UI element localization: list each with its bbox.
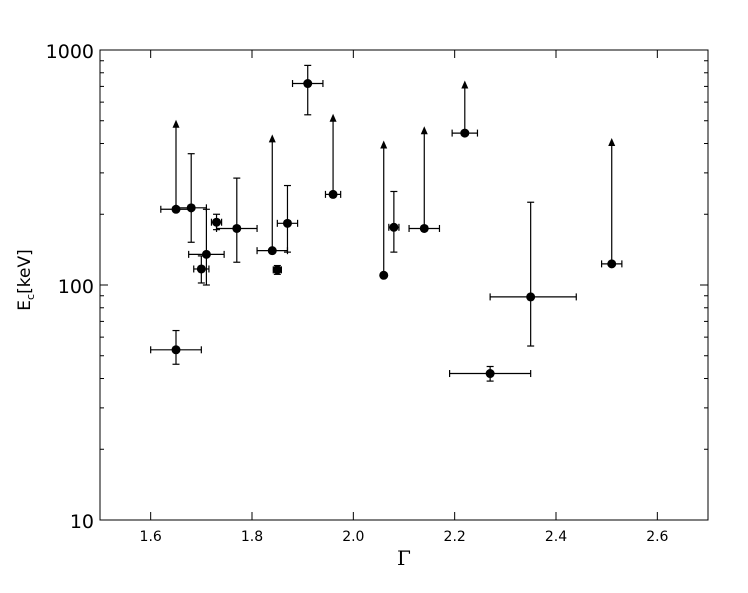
data-point [193, 255, 210, 284]
data-marker [460, 128, 470, 138]
data-point [272, 264, 282, 275]
lower-limit-arrow [461, 80, 469, 89]
data-point [600, 137, 623, 269]
y-axis-title-subscript: c [24, 294, 37, 300]
x-tick-label: 1.8 [241, 529, 263, 545]
x-tick-label: 1.6 [140, 529, 162, 545]
data-marker [186, 203, 196, 213]
data-marker [419, 223, 429, 233]
data-point [451, 80, 479, 138]
data-marker [267, 246, 277, 256]
data-marker [282, 218, 292, 228]
x-tick-labels: 1.6 1.8 2.0 2.2 2.4 2.6 [140, 529, 669, 545]
y-tick-label: 1000 [46, 41, 94, 63]
data-marker [201, 249, 211, 259]
data-marker [272, 265, 282, 275]
minor-ticks [100, 60, 708, 450]
x-tick-label: 2.6 [646, 529, 668, 545]
lower-limit-arrow [608, 137, 616, 146]
data-marker [232, 223, 242, 233]
data-point [449, 365, 532, 382]
x-tick-label: 2.4 [545, 529, 567, 545]
data-point [175, 153, 207, 243]
y-tick-label: 10 [70, 511, 94, 533]
data-marker [526, 292, 536, 302]
data-point [291, 64, 324, 116]
data-marker [607, 259, 617, 269]
major-ticks [100, 49, 708, 521]
data-marker [485, 369, 495, 379]
plot-frame [99, 49, 709, 521]
data-point [276, 184, 299, 253]
data-marker [389, 222, 399, 232]
data-marker [196, 264, 206, 274]
y-axis-title-main: E [15, 300, 35, 311]
data-marker [303, 79, 313, 89]
x-tick-label: 2.0 [342, 529, 364, 545]
y-axis-title: Ec[keV] [15, 249, 37, 310]
data-point [379, 140, 389, 280]
lower-limit-arrow [172, 119, 180, 128]
y-axis-title-unit: [keV] [15, 249, 35, 294]
data-point [408, 126, 441, 233]
lower-limit-arrow [380, 140, 388, 149]
data-marker [171, 345, 181, 355]
lower-limit-arrow [329, 113, 337, 122]
lower-limit-arrow [268, 134, 276, 143]
data-points [150, 64, 623, 382]
data-point [324, 113, 342, 199]
data-point [388, 190, 400, 253]
data-point [160, 119, 192, 214]
y-tick-label: 100 [58, 276, 94, 298]
data-point [150, 329, 202, 365]
x-tick-label: 2.2 [444, 529, 466, 545]
data-point [188, 208, 225, 286]
data-point [256, 134, 289, 256]
y-tick-labels: 10 100 1000 [46, 41, 94, 533]
data-marker [212, 217, 222, 227]
data-marker [328, 189, 338, 199]
lower-limit-arrow [420, 126, 428, 135]
data-marker [379, 270, 389, 280]
x-axis-title: Γ [397, 546, 411, 570]
data-point [489, 201, 577, 347]
data-point [215, 177, 258, 263]
